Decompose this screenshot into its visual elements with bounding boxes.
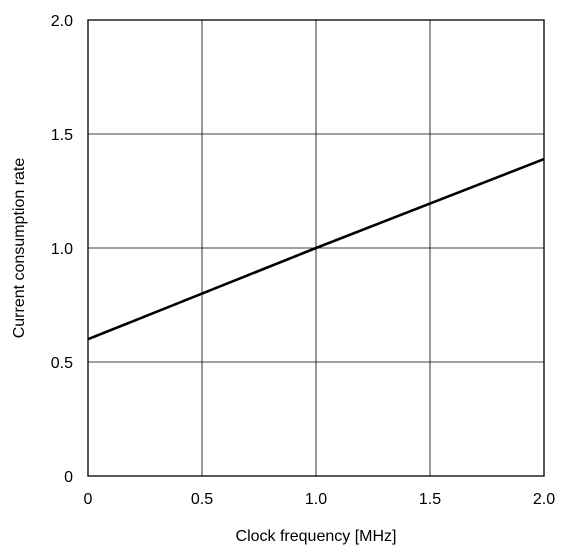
x-axis-title: Clock frequency [MHz] bbox=[236, 528, 397, 545]
y-tick-label: 2.0 bbox=[51, 13, 73, 30]
y-axis-ticks: 0 0.5 1.0 1.5 2.0 bbox=[51, 13, 73, 486]
series-layer bbox=[87, 157, 545, 341]
series-line bbox=[87, 157, 545, 341]
x-tick-label: 2.0 bbox=[533, 491, 555, 508]
x-axis-ticks: 0 0.5 1.0 1.5 2.0 bbox=[84, 491, 556, 508]
y-tick-label: 1.0 bbox=[51, 241, 73, 258]
x-tick-label: 1.5 bbox=[419, 491, 441, 508]
y-tick-label: 0.5 bbox=[51, 355, 73, 372]
y-tick-label: 1.5 bbox=[51, 127, 73, 144]
plot-frame bbox=[87, 19, 545, 477]
y-tick-label: 0 bbox=[64, 469, 73, 486]
y-axis-title: Current consumption rate bbox=[11, 158, 28, 339]
x-tick-label: 0.5 bbox=[191, 491, 213, 508]
x-tick-label: 1.0 bbox=[305, 491, 327, 508]
x-tick-label: 0 bbox=[84, 491, 93, 508]
